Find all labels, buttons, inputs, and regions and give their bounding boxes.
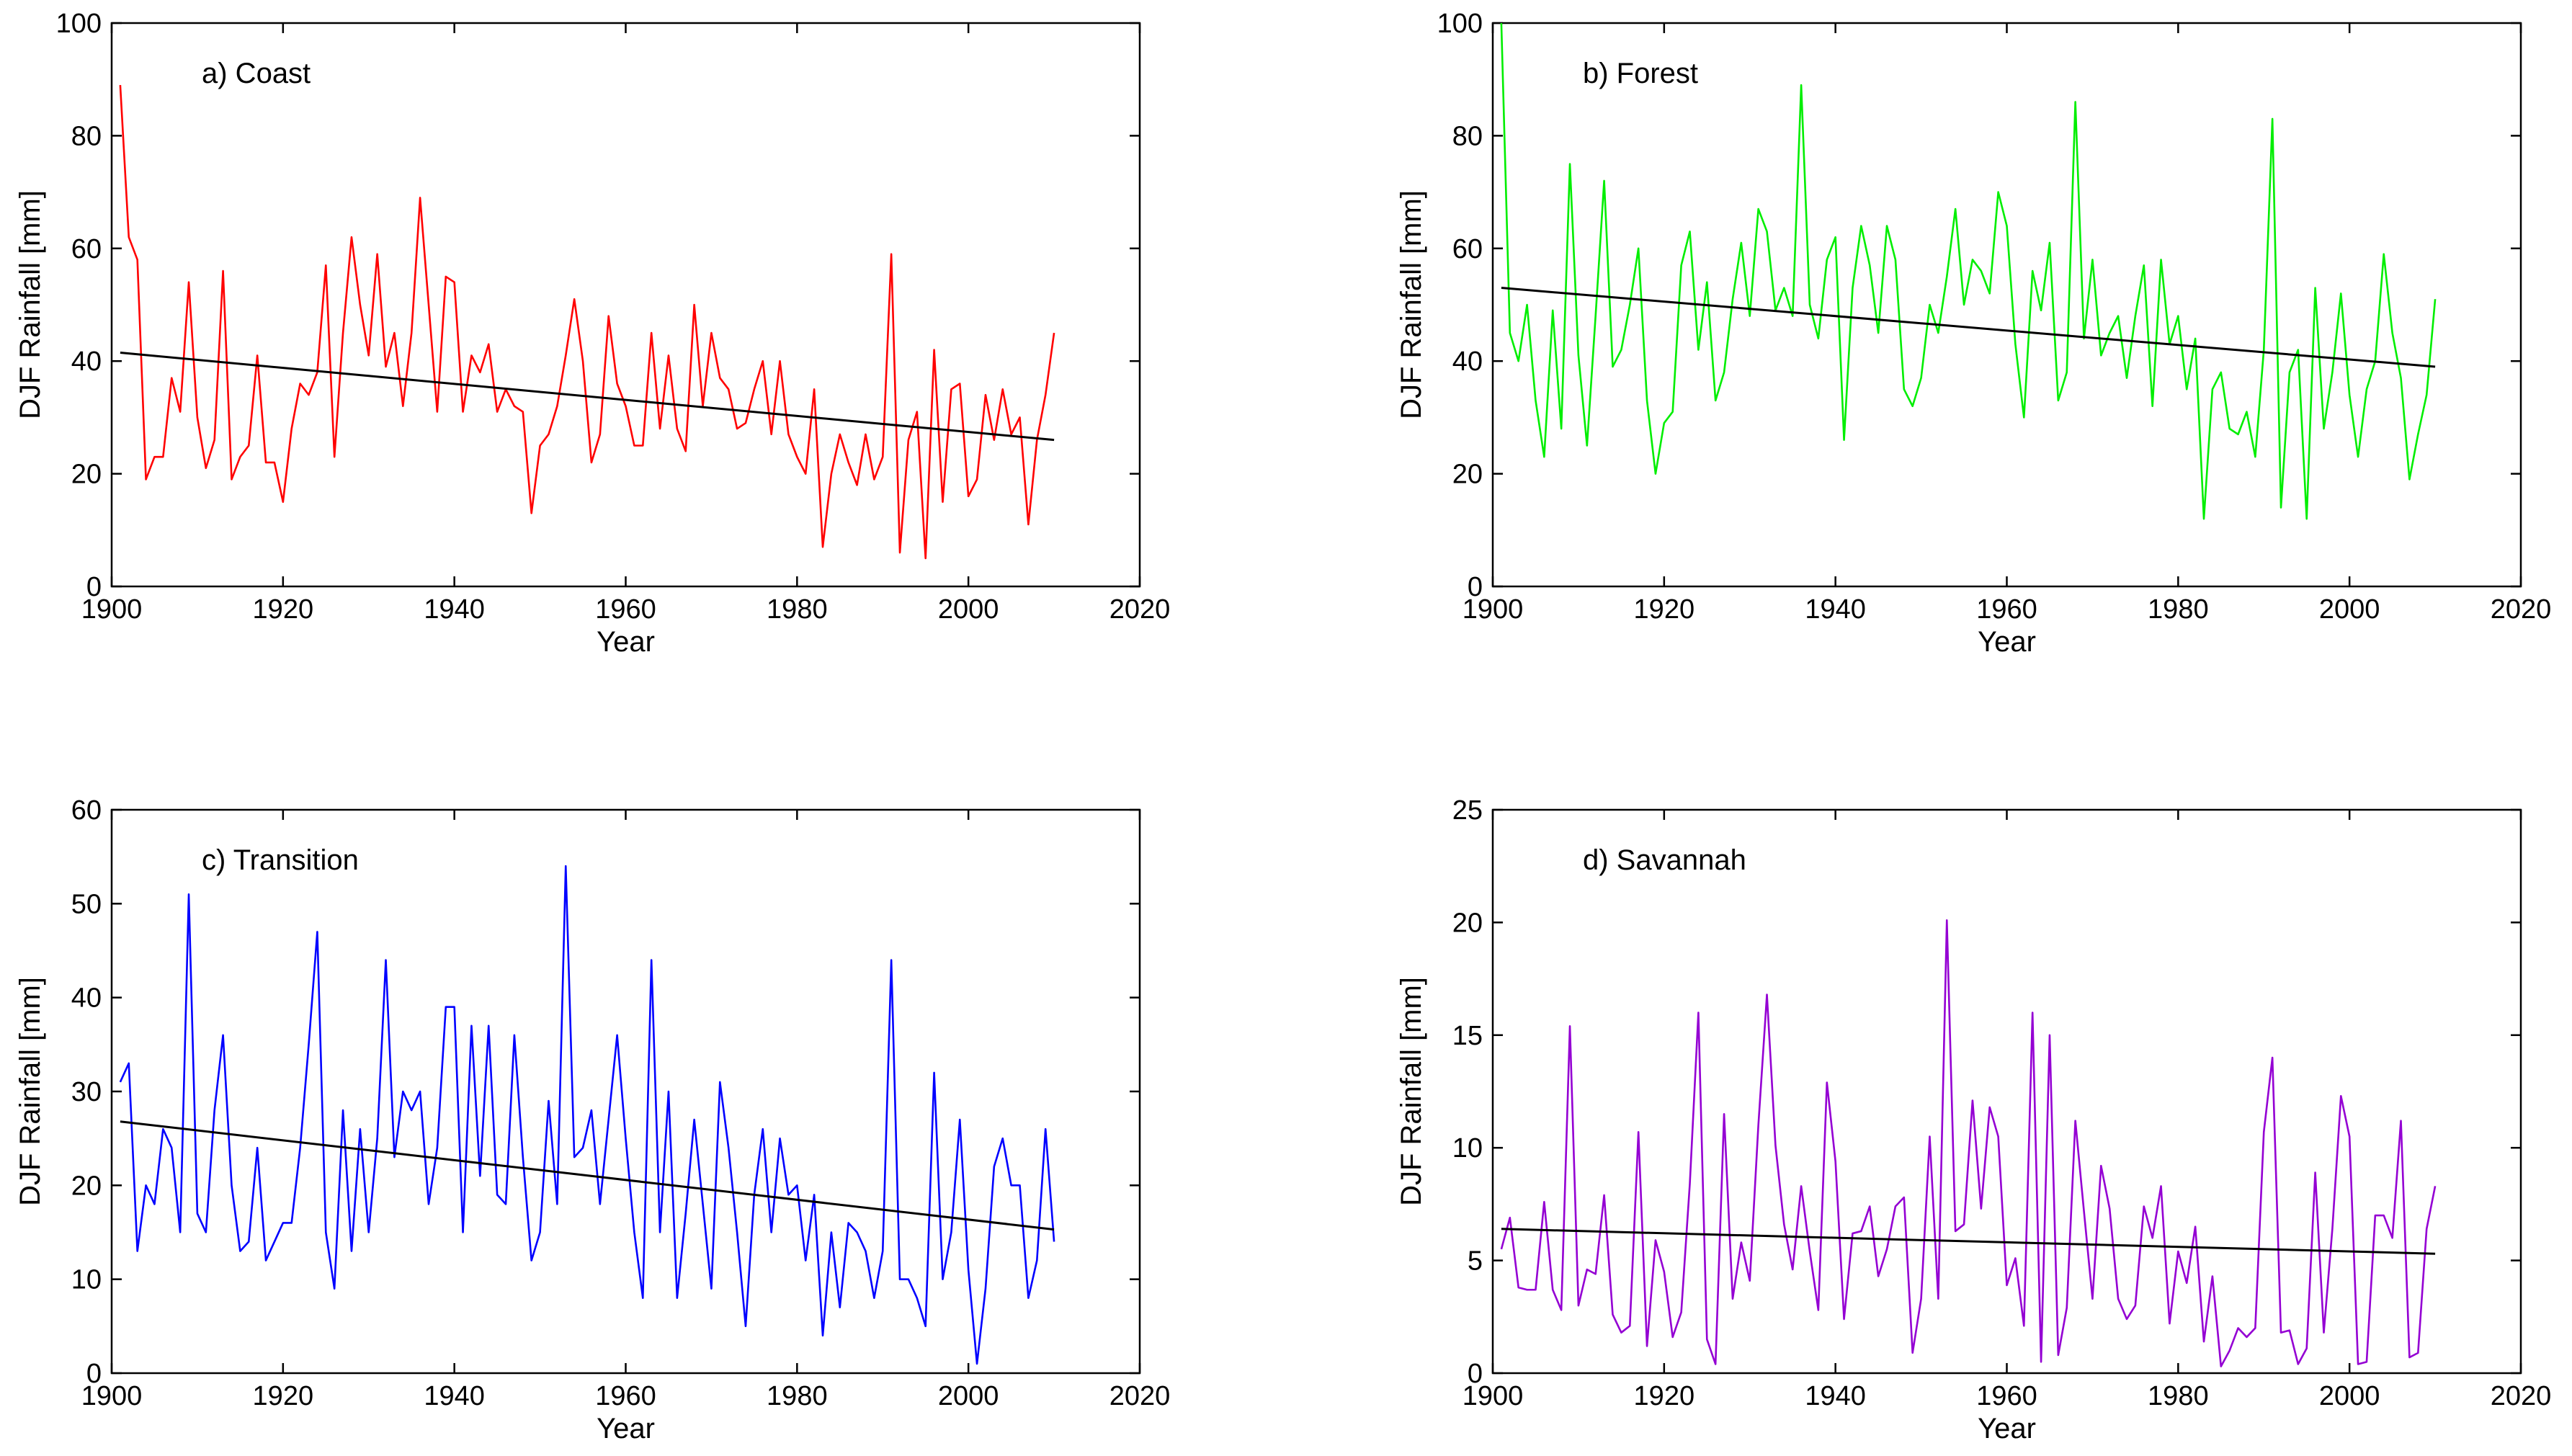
x-tick-label: 1940 (1805, 594, 1866, 625)
rainfall-series (1500, 23, 2437, 520)
rainfall-series (119, 84, 1055, 560)
x-tick-label: 1980 (2148, 594, 2209, 625)
y-tick-label: 40 (1452, 347, 1483, 377)
panel-title: d) Savannah (1583, 844, 1746, 876)
y-tick-label: 20 (71, 460, 102, 490)
x-tick-label: 2020 (2491, 594, 2552, 625)
x-tick-label: 2020 (1109, 594, 1171, 625)
rainfall-series-line (119, 865, 1055, 1365)
x-axis-label: Year (597, 626, 655, 658)
x-tick-label: 1980 (767, 594, 828, 625)
y-tick-label: 60 (71, 795, 102, 826)
chart-panel-1: 1900 1920 1940 1960 1980 2000 2020 0 20 40 60 80 100… (14, 9, 1170, 658)
x-tick-label: 2020 (2491, 1381, 2552, 1411)
y-tick-label: 60 (1452, 234, 1483, 264)
chart-panel-4: 1900 1920 1940 1960 1980 2000 2020 0 5 10 15 20 25 Ye… (1396, 795, 2551, 1444)
rainfall-series-line (1500, 23, 2437, 520)
x-axis-label: Year (1978, 626, 2036, 658)
panel-title: b) Forest (1583, 58, 1698, 89)
x-tick-label: 2000 (2319, 1381, 2380, 1411)
x-axis-label: Year (1978, 1413, 2036, 1444)
x-tick-label: 1900 (81, 1381, 143, 1411)
x-tick-label: 2020 (1109, 1381, 1171, 1411)
trend-line (1501, 287, 2436, 368)
x-axis-label: Year (597, 1413, 655, 1444)
trend-line (120, 351, 1055, 442)
x-tick-label: 2000 (938, 1381, 999, 1411)
x-tick-label: 2000 (938, 594, 999, 625)
chart-panel-2: 1900 1920 1940 1960 1980 2000 2020 0 20 40 60 80 100… (1396, 9, 2551, 658)
x-tick-label: 1940 (1805, 1381, 1866, 1411)
y-tick-label: 60 (71, 234, 102, 264)
y-tick-label: 40 (71, 347, 102, 377)
x-tick-label: 2000 (2319, 594, 2380, 625)
y-tick-label: 20 (1452, 460, 1483, 490)
y-tick-label: 0 (86, 1359, 102, 1389)
trend-line (120, 1120, 1055, 1231)
y-tick-label: 20 (1452, 908, 1483, 938)
panel-title: c) Transition (202, 844, 359, 876)
y-tick-label: 0 (1468, 572, 1483, 602)
x-tick-label: 1980 (767, 1381, 828, 1411)
x-tick-label: 1900 (81, 594, 143, 625)
y-axis-label: DJF Rainfall [mm] (14, 977, 46, 1206)
y-tick-label: 0 (1468, 1359, 1483, 1389)
y-tick-label: 10 (71, 1265, 102, 1295)
x-tick-label: 1940 (424, 594, 485, 625)
y-tick-label: 80 (1452, 121, 1483, 151)
y-tick-label: 25 (1452, 795, 1483, 826)
y-tick-label: 100 (56, 9, 102, 39)
x-tick-label: 1920 (1634, 594, 1695, 625)
y-tick-label: 5 (1468, 1246, 1483, 1277)
y-tick-label: 30 (71, 1077, 102, 1107)
rainfall-series (1500, 919, 2437, 1367)
x-tick-label: 1980 (2148, 1381, 2209, 1411)
y-tick-label: 0 (86, 572, 102, 602)
y-axis-label: DJF Rainfall [mm] (1396, 190, 1427, 419)
x-tick-label: 1900 (1463, 594, 1524, 625)
y-tick-label: 80 (71, 121, 102, 151)
trend-line (1501, 1228, 2436, 1255)
x-tick-label: 1920 (1634, 1381, 1695, 1411)
rainfall-series-line (1500, 919, 2437, 1367)
y-tick-label: 50 (71, 889, 102, 919)
y-tick-label: 15 (1452, 1021, 1483, 1051)
x-tick-label: 1940 (424, 1381, 485, 1411)
x-tick-label: 1920 (253, 594, 314, 625)
x-tick-label: 1920 (253, 1381, 314, 1411)
x-tick-label: 1960 (595, 594, 656, 625)
x-tick-label: 1960 (595, 1381, 656, 1411)
y-tick-label: 10 (1452, 1133, 1483, 1164)
y-tick-label: 100 (1437, 9, 1483, 39)
y-tick-label: 40 (71, 983, 102, 1014)
chart-panel-3: 1900 1920 1940 1960 1980 2000 2020 0 10 20 30 40 50 6… (14, 795, 1170, 1444)
rainfall-series (119, 865, 1055, 1365)
y-axis-label: DJF Rainfall [mm] (1396, 977, 1427, 1206)
x-tick-label: 1900 (1463, 1381, 1524, 1411)
plot-frame (1491, 808, 2522, 1375)
y-tick-label: 20 (71, 1171, 102, 1201)
y-axis-label: DJF Rainfall [mm] (14, 190, 46, 419)
panel-title: a) Coast (202, 58, 311, 89)
rainfall-series-line (119, 84, 1055, 560)
x-tick-label: 1960 (1976, 1381, 2037, 1411)
x-tick-label: 1960 (1976, 594, 2037, 625)
plot-frame (1491, 22, 2522, 588)
plot-frame (110, 22, 1141, 588)
